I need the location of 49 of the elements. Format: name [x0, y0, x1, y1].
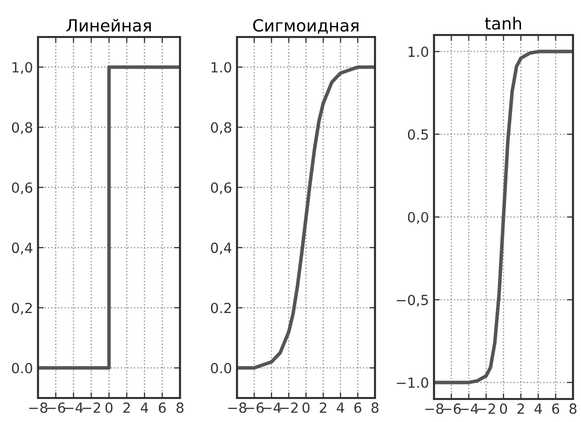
- x-tick-label: 2: [517, 403, 524, 414]
- x-tick-label: 8: [570, 403, 576, 414]
- x-tick-label: −6: [442, 403, 461, 414]
- x-tick-label: 4: [336, 402, 344, 413]
- y-tick-label: 0,4: [12, 242, 32, 254]
- x-tick-label: 2: [320, 402, 326, 413]
- chart-title: Сигмоидная: [253, 19, 358, 34]
- y-tick-label: 0.2: [210, 302, 231, 314]
- y-tick-label: 0,8: [210, 122, 232, 134]
- x-tick-label: 6: [158, 402, 166, 413]
- y-tick-label: 0,6: [12, 182, 32, 194]
- x-tick-label: −8: [425, 403, 444, 414]
- y-tick-label: 0.5: [408, 129, 428, 140]
- x-tick-label: −2: [82, 402, 100, 413]
- x-tick-label: −8: [29, 402, 48, 413]
- y-tick-label: 1,0: [12, 62, 32, 74]
- y-tick-label: 0,6: [210, 182, 232, 194]
- chart-title: tanh: [485, 16, 522, 30]
- chart-title: Линейная: [66, 18, 151, 32]
- x-tick-label: −4: [460, 404, 478, 414]
- x-tick-label: −4: [64, 402, 83, 413]
- y-tick-label: −0,5: [396, 294, 428, 307]
- y-tick-label: 1.0: [212, 62, 232, 73]
- x-tick-label: 0: [302, 402, 310, 413]
- x-tick-label: −2: [280, 402, 298, 413]
- x-tick-label: −8: [228, 402, 246, 413]
- x-tick-label: 6: [552, 403, 560, 414]
- x-tick-label: 8: [176, 402, 184, 413]
- x-tick-label: 4: [140, 402, 148, 413]
- y-tick-label: 1.0: [408, 46, 428, 58]
- x-tick-label: −4: [262, 402, 281, 413]
- line-series: [434, 50, 573, 384]
- x-tick-label: −6: [245, 402, 264, 413]
- x-tick-label: 8: [372, 402, 378, 413]
- y-tick-label: 0,4: [210, 242, 232, 254]
- x-tick-label: 4: [534, 404, 542, 414]
- x-tick-label: 2: [123, 402, 130, 413]
- y-tick-label: 0,8: [12, 122, 32, 134]
- y-tick-label: 0.0: [210, 362, 232, 374]
- x-tick-label: 0: [105, 402, 112, 413]
- y-tick-label: −1.0: [396, 377, 428, 388]
- y-tick-label: 0,0: [408, 212, 428, 224]
- x-tick-label: −6: [46, 402, 66, 413]
- x-tick-label: 6: [354, 402, 362, 413]
- y-tick-label: 0.0: [12, 362, 32, 374]
- x-tick-label: 0: [500, 403, 507, 414]
- x-tick-label: −2: [477, 403, 495, 414]
- y-tick-label: 0,2: [12, 302, 32, 315]
- line-series: [237, 65, 375, 370]
